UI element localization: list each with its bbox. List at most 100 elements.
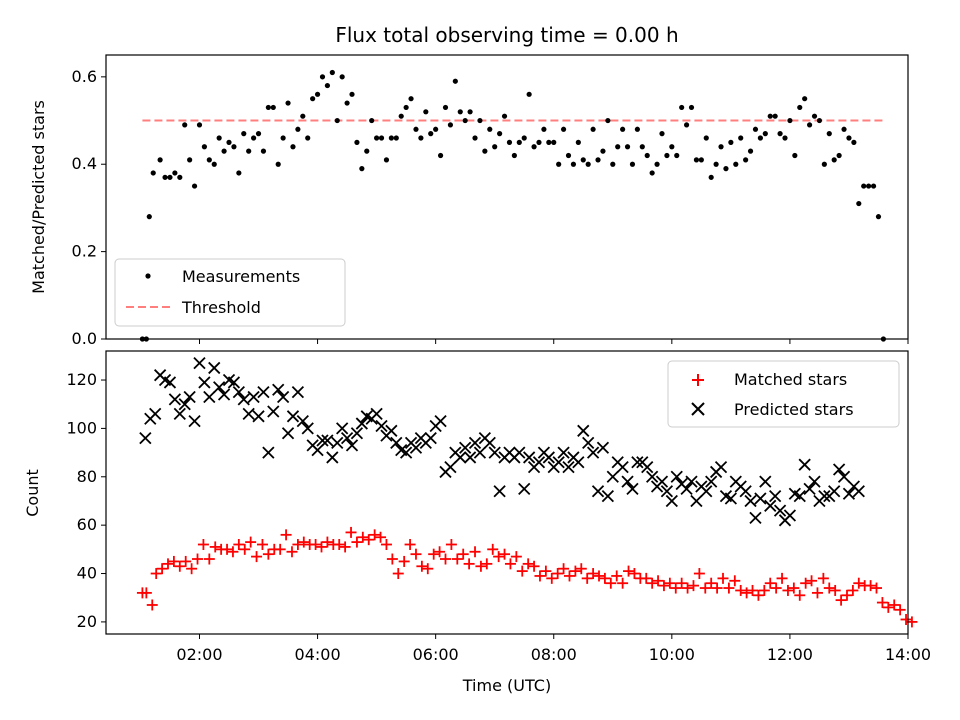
matched-star-marker: [375, 531, 387, 543]
measurement-point: [792, 152, 798, 159]
bottom-y-tick-label: 80: [77, 467, 97, 486]
predicted-star-marker: [139, 431, 152, 445]
matched-star-marker: [168, 555, 180, 567]
predicted-star-marker: [828, 485, 841, 498]
matched-star-marker: [758, 584, 770, 596]
measurement-point: [620, 126, 626, 132]
measurement-point: [787, 117, 793, 124]
predicted-star-marker: [596, 441, 610, 454]
predicted-star-marker: [173, 407, 186, 421]
top-y-tick-label: 0.0: [72, 329, 97, 348]
matched-star-marker: [705, 577, 717, 589]
legend-predicted-marker: [691, 402, 705, 416]
bottom-plot-frame: [105, 350, 909, 635]
matched-star-marker: [770, 582, 782, 594]
matched-star-marker: [404, 539, 416, 551]
matched-star-marker: [298, 536, 310, 548]
measurement-point: [467, 109, 473, 115]
predicted-star-marker: [749, 511, 762, 525]
predicted-star-marker: [213, 381, 226, 394]
measurement-point: [575, 139, 581, 145]
measurement-point: [344, 100, 350, 106]
measurement-point: [146, 214, 152, 220]
predicted-star-marker: [291, 385, 305, 399]
matched-star-marker: [180, 555, 192, 567]
matched-star-marker: [652, 575, 664, 587]
matched-star-marker: [788, 582, 800, 594]
measurement-point: [472, 135, 478, 141]
matched-star-marker: [699, 582, 711, 594]
predicted-star-marker: [586, 446, 600, 459]
predicted-star-marker: [606, 470, 619, 483]
measurement-point: [551, 139, 557, 145]
measurement-point: [811, 113, 818, 119]
legend-matched-marker: [692, 374, 704, 386]
matched-star-marker: [316, 541, 328, 553]
measurement-point: [816, 117, 823, 124]
matched-star-marker: [823, 582, 835, 594]
predicted-star-marker: [301, 422, 314, 435]
measurement-point: [226, 139, 232, 145]
measurement-point: [610, 161, 616, 167]
measurement-point: [767, 113, 773, 119]
measurement-point: [743, 157, 749, 163]
measurement-point: [255, 131, 262, 137]
top-y-axis-label: Matched/Predicted stars: [29, 100, 48, 294]
measurement-point: [339, 74, 345, 80]
predicted-star-marker: [193, 356, 206, 370]
predicted-star-marker: [390, 436, 403, 450]
measurement-point: [511, 152, 517, 159]
matched-star-marker: [835, 594, 847, 606]
matched-star-marker: [197, 539, 209, 551]
predicted-star-marker: [700, 485, 713, 498]
bottom-y-tick-label: 120: [66, 370, 97, 389]
matched-star-marker: [227, 546, 239, 558]
measurement-point: [433, 126, 439, 132]
predicted-star-marker: [247, 390, 260, 404]
top-chart-marks: [139, 69, 886, 342]
measurement-point: [851, 139, 857, 145]
predicted-star-marker: [281, 427, 295, 440]
bottom-x-tick-label: 02:00: [176, 645, 222, 664]
top-y-tick-label: 0.2: [72, 242, 97, 261]
matched-star-marker: [546, 572, 558, 584]
matched-star-marker: [192, 553, 204, 565]
predicted-star-marker: [621, 475, 634, 488]
predicted-star-marker: [518, 482, 531, 496]
legend-measurements-label: Measurements: [182, 267, 300, 286]
predicted-star-marker: [646, 470, 659, 483]
matched-star-marker: [829, 584, 841, 596]
measurement-point: [688, 104, 695, 111]
measurement-point: [324, 82, 331, 89]
predicted-star-marker: [739, 485, 752, 498]
predicted-star-marker: [183, 390, 196, 404]
bottom-x-axis-label: Time (UTC): [462, 676, 551, 695]
matched-star-marker: [156, 563, 168, 575]
predicted-star-marker: [385, 424, 398, 437]
predicted-star-marker: [444, 460, 457, 474]
matched-star-marker: [434, 546, 446, 558]
measurement-point: [777, 131, 783, 137]
matched-star-marker: [569, 565, 581, 577]
matched-star-marker: [380, 539, 392, 551]
matched-star-marker: [146, 599, 158, 611]
measurement-point: [310, 96, 316, 102]
matched-star-marker: [174, 560, 186, 572]
predicted-star-marker: [641, 460, 654, 474]
matched-star-marker: [752, 589, 764, 601]
measurement-point: [600, 148, 606, 154]
measurement-point: [290, 144, 296, 150]
measurement-point: [329, 69, 335, 76]
measurement-point: [374, 135, 380, 141]
matched-star-marker: [534, 570, 546, 582]
measurement-point: [846, 135, 852, 141]
measurement-point: [718, 144, 724, 150]
predicted-star-marker: [232, 385, 245, 399]
measurement-point: [644, 152, 650, 159]
measurement-point: [319, 74, 326, 80]
measurement-point: [806, 122, 813, 128]
matched-star-marker: [894, 604, 906, 616]
predicted-star-marker: [355, 417, 368, 430]
matched-star-marker: [646, 577, 658, 589]
